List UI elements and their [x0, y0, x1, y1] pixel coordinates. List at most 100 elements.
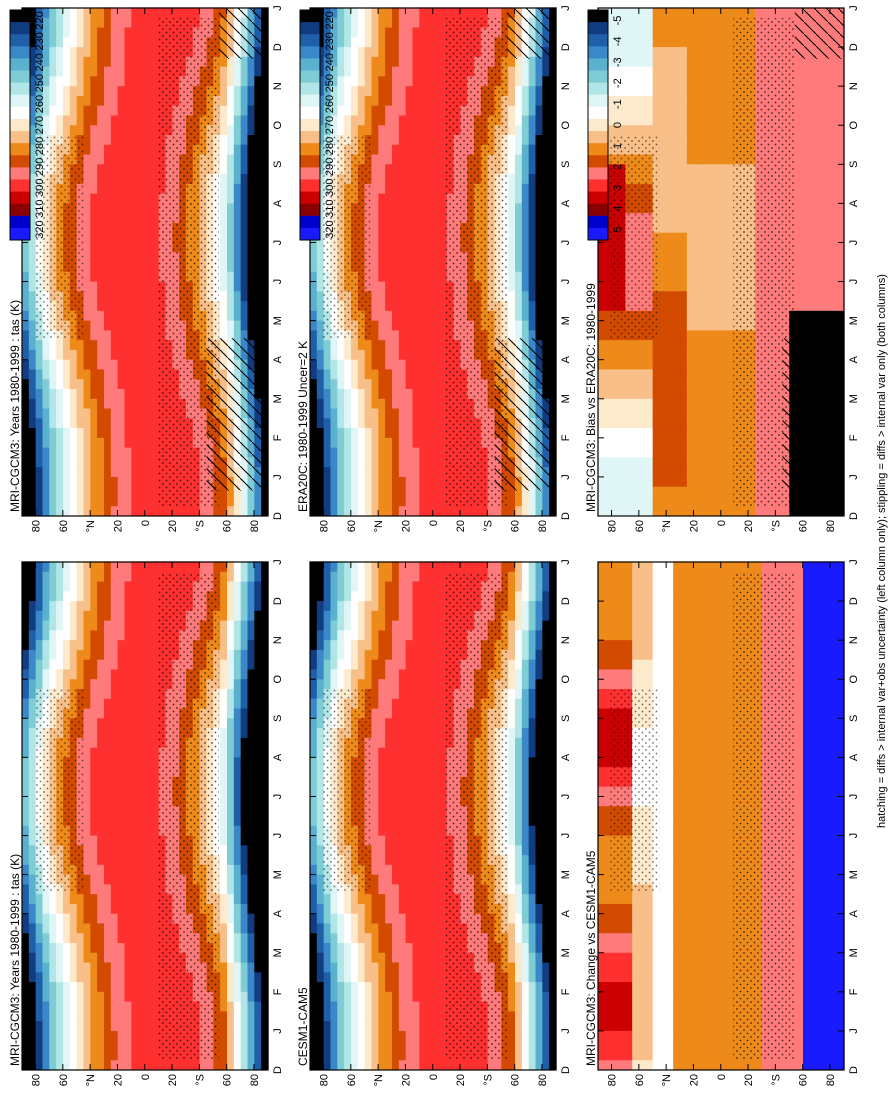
heatmap-cell: [43, 640, 50, 650]
heatmap-cell: [29, 340, 36, 350]
heatmap-cell: [234, 1001, 241, 1011]
heatmap-cell: [207, 561, 214, 571]
heatmap-cell: [227, 222, 234, 232]
heatmap-cell: [241, 164, 248, 174]
heatmap-cell: [111, 874, 118, 884]
heatmap-cell: [248, 747, 255, 757]
hatching: [219, 8, 268, 59]
heatmap-cell: [125, 457, 132, 467]
heatmap-cell: [365, 447, 372, 457]
heatmap-cell: [159, 561, 166, 571]
heatmap-cell: [241, 698, 248, 708]
x-tick-label: D: [272, 43, 284, 51]
heatmap-cell: [234, 698, 241, 708]
heatmap-cell: [104, 757, 111, 767]
heatmap-cell: [351, 66, 358, 76]
heatmap-cell: [118, 581, 125, 591]
heatmap-cell: [145, 718, 152, 728]
heatmap-cell: [90, 854, 97, 864]
heatmap-cell: [104, 981, 111, 991]
heatmap-cell: [220, 874, 227, 884]
heatmap-cell: [344, 457, 351, 467]
heatmap-cell: [365, 388, 372, 398]
heatmap-cell: [125, 1021, 132, 1031]
heatmap-cell: [22, 718, 29, 728]
heatmap-cell: [234, 203, 241, 213]
heatmap-cell: [22, 757, 29, 767]
heatmap-cell: [104, 669, 111, 679]
heatmap-cell: [248, 767, 255, 777]
heatmap-cell: [104, 359, 111, 369]
heatmap-cell: [104, 164, 111, 174]
heatmap-cell: [131, 427, 138, 437]
heatmap-cell: [254, 232, 261, 242]
heatmap-cell: [254, 864, 261, 874]
heatmap-cell: [406, 105, 413, 115]
heatmap-cell: [111, 17, 118, 27]
heatmap-cell: [227, 213, 234, 223]
heatmap-cell: [248, 659, 255, 669]
heatmap-cell: [234, 991, 241, 1001]
heatmap-cell: [131, 95, 138, 105]
heatmap-cell: [351, 398, 358, 408]
heatmap-cell: [36, 962, 43, 972]
heatmap-cell: [220, 232, 227, 242]
heatmap-cell: [220, 991, 227, 1001]
heatmap-cell: [111, 486, 118, 496]
heatmap-cell: [70, 398, 77, 408]
heatmap-cell: [248, 942, 255, 952]
heatmap-cell: [118, 649, 125, 659]
heatmap-cell: [220, 640, 227, 650]
heatmap-cell: [118, 796, 125, 806]
heatmap-cell: [433, 37, 440, 47]
heatmap-cell: [104, 659, 111, 669]
heatmap-cell: [77, 46, 84, 56]
heatmap-cell: [97, 291, 104, 301]
heatmap-cell: [118, 610, 125, 620]
heatmap-cell: [241, 320, 248, 330]
heatmap-cell: [138, 1040, 145, 1050]
heatmap-cell: [70, 620, 77, 630]
heatmap-cell: [248, 105, 255, 115]
x-tick-label: J: [272, 559, 284, 565]
heatmap-cell: [138, 427, 145, 437]
heatmap-cell: [358, 496, 365, 506]
heatmap-cell: [152, 506, 159, 516]
heatmap-cell: [234, 747, 241, 757]
heatmap-cell: [49, 1040, 56, 1050]
heatmap-cell: [138, 232, 145, 242]
heatmap-cell: [248, 310, 255, 320]
heatmap-cell: [413, 115, 420, 125]
heatmap-cell: [104, 835, 111, 845]
heatmap-cell: [111, 46, 118, 56]
heatmap-cell: [324, 506, 331, 516]
heatmap-cell: [63, 952, 70, 962]
heatmap-cell: [358, 427, 365, 437]
heatmap-cell: [241, 708, 248, 718]
heatmap-cell: [97, 1040, 104, 1050]
heatmap-cell: [22, 815, 29, 825]
heatmap-cell: [248, 281, 255, 291]
heatmap-cell: [241, 1001, 248, 1011]
heatmap-cell: [97, 1060, 104, 1070]
heatmap-cell: [56, 340, 63, 350]
heatmap-cell: [406, 232, 413, 242]
heatmap-cell: [399, 349, 406, 359]
heatmap-cell: [90, 640, 97, 650]
heatmap-cell: [324, 486, 331, 496]
heatmap-cell: [145, 796, 152, 806]
heatmap-cell: [125, 340, 132, 350]
heatmap-cell: [145, 105, 152, 115]
heatmap-cell: [399, 125, 406, 135]
heatmap-cell: [125, 271, 132, 281]
heatmap-cell: [413, 7, 420, 17]
heatmap-cell: [220, 708, 227, 718]
heatmap-cell: [84, 76, 91, 86]
heatmap-cell: [392, 467, 399, 477]
heatmap-cell: [97, 496, 104, 506]
heatmap-cell: [234, 718, 241, 728]
heatmap-cell: [90, 727, 97, 737]
heatmap-cell: [104, 310, 111, 320]
heatmap-cell: [22, 981, 29, 991]
heatmap-cell: [84, 66, 91, 76]
